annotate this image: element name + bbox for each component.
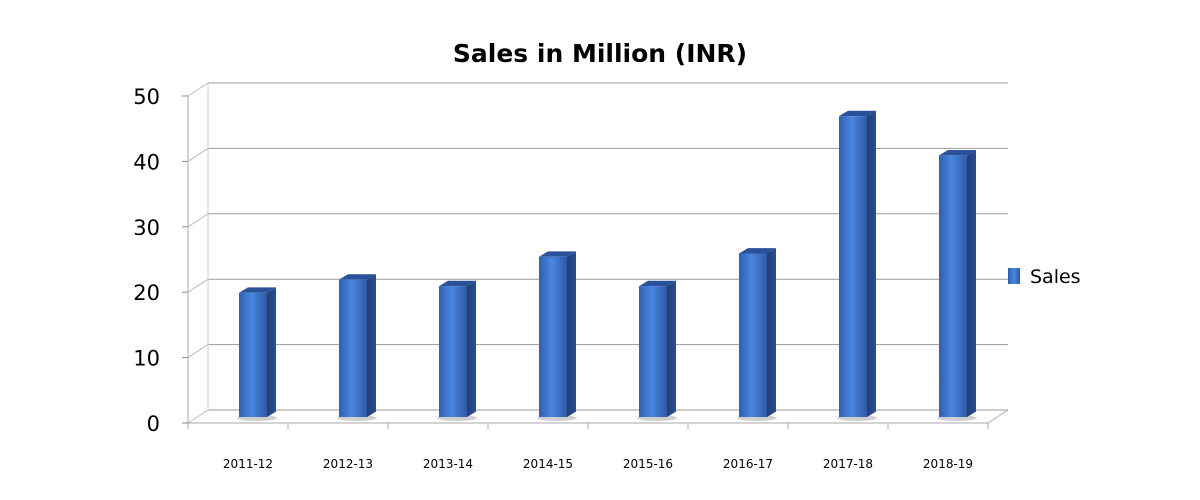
- bar-front: [539, 256, 567, 417]
- bar-side: [567, 251, 576, 417]
- bar-top: [639, 280, 676, 287]
- bar-side: [467, 280, 476, 417]
- legend-label-sales: Sales: [1030, 266, 1081, 288]
- gridline-diag-1: [187, 344, 209, 359]
- bar-front: [439, 286, 467, 417]
- ytick-label-1: 10: [133, 347, 160, 371]
- gridline-diag-2: [187, 278, 209, 293]
- bar-front: [339, 279, 367, 417]
- bar-top: [439, 280, 476, 287]
- bars: [237, 110, 977, 421]
- bar-2014-15: [537, 251, 577, 421]
- xtick-label-7: 2018-19: [923, 457, 973, 471]
- bar-side: [767, 248, 776, 417]
- bar-2013-14: [437, 280, 477, 421]
- ytick-label-2: 20: [133, 281, 160, 305]
- ytick-label-5: 50: [133, 85, 160, 109]
- xtick-label-0: 2011-12: [223, 457, 273, 471]
- bar-top: [239, 287, 276, 293]
- xtick-label-1: 2012-13: [323, 457, 373, 471]
- bar-side: [967, 150, 976, 417]
- bar-top: [839, 110, 876, 117]
- axes: [182, 83, 1009, 429]
- ytick-label-4: 40: [133, 150, 160, 174]
- bar-top: [539, 251, 576, 257]
- bar-front: [939, 155, 967, 417]
- bar-front: [239, 292, 267, 417]
- xtick-label-4: 2015-16: [623, 457, 673, 471]
- gridlines: [187, 82, 1008, 424]
- bar-2011-12: [237, 287, 277, 421]
- xtick-label-2: 2013-14: [423, 457, 473, 471]
- y-axis-ticks: 0 10 20 30 40 50: [133, 85, 160, 436]
- bar-2012-13: [337, 274, 377, 421]
- chart-title: Sales in Million (INR): [453, 39, 747, 68]
- bar-2015-16: [637, 280, 677, 421]
- bar-side: [367, 274, 376, 417]
- floor-right-edge: [987, 409, 1009, 424]
- x-axis-ticks: 2011-12 2012-13 2013-14 2014-15 2015-16 2016-…: [223, 457, 973, 471]
- bar-side: [667, 280, 676, 417]
- gridline-diag-4: [187, 147, 209, 162]
- xtick-label-5: 2016-17: [723, 457, 773, 471]
- bar-front: [839, 116, 867, 417]
- gridline-diag-3: [187, 213, 209, 228]
- bar-top: [939, 150, 976, 156]
- bar-front: [739, 253, 767, 417]
- bar-2018-19: [937, 150, 977, 421]
- bar-side: [867, 110, 876, 417]
- ytick-label-3: 30: [133, 216, 160, 240]
- gridline-diag-0: [187, 409, 209, 424]
- bar-side: [267, 287, 276, 417]
- gridline-diag-5: [187, 82, 209, 97]
- legend-swatch-sales: [1008, 268, 1020, 284]
- bar-top: [339, 274, 376, 280]
- bar-2017-18: [837, 110, 877, 421]
- legend: Sales: [1008, 266, 1081, 288]
- bar-top: [739, 248, 776, 254]
- bar-front: [639, 286, 667, 417]
- xtick-label-6: 2017-18: [823, 457, 873, 471]
- xtick-label-3: 2014-15: [523, 457, 573, 471]
- bar-2016-17: [737, 248, 777, 421]
- ytick-label-0: 0: [147, 412, 160, 436]
